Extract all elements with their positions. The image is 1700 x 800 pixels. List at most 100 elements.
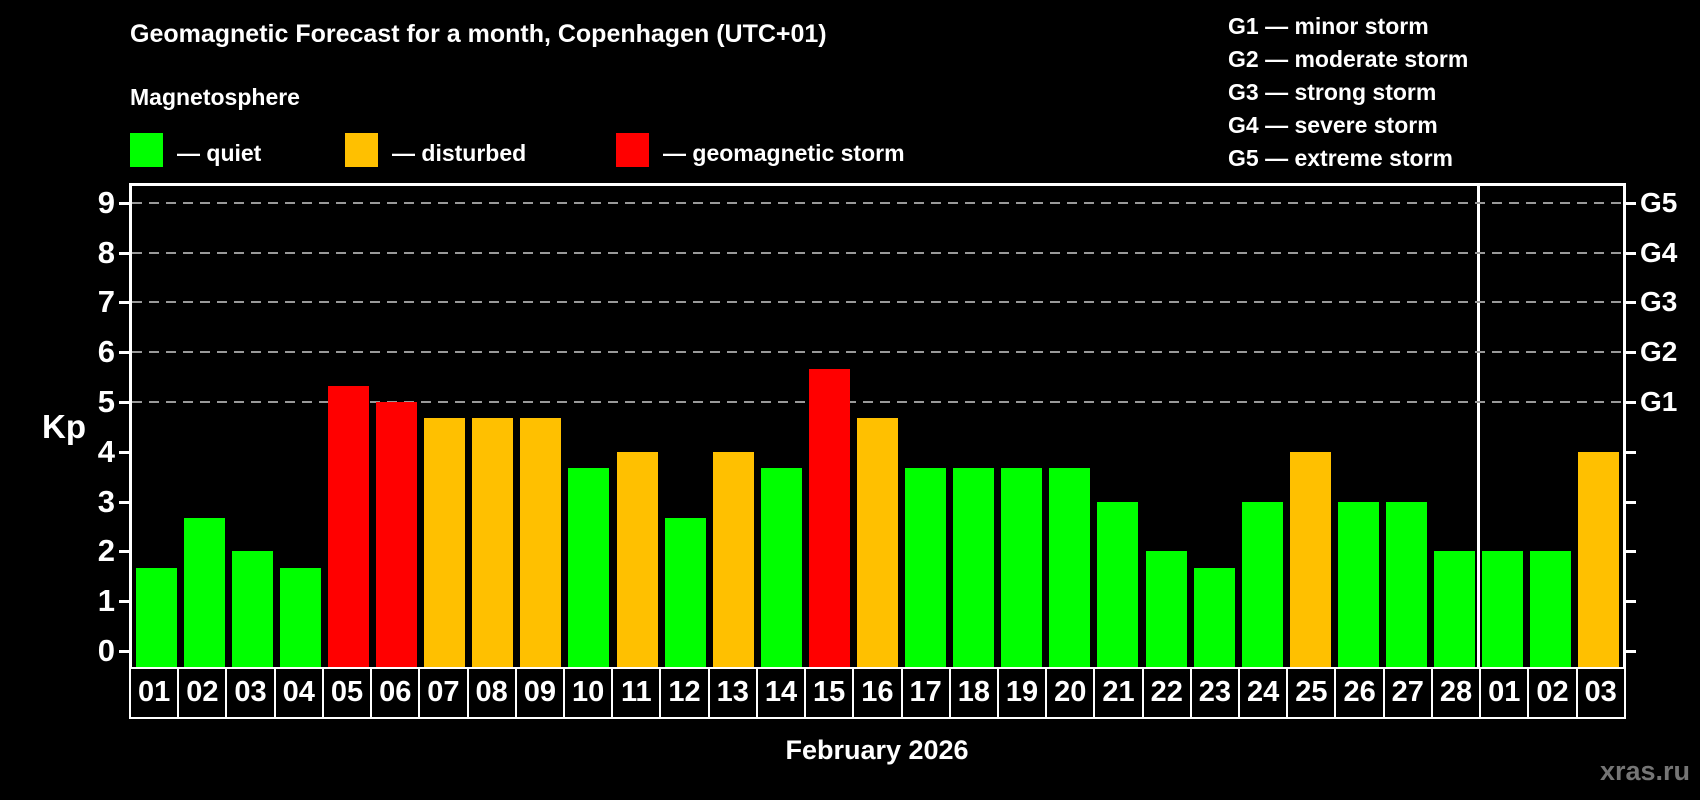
right-tick-mark-3 [1626, 500, 1636, 504]
chart-title: Geomagnetic Forecast for a month, Copenh… [130, 20, 827, 48]
y-tick-label-0: 0 [97, 633, 115, 668]
day-label-feb-01: 01 [131, 669, 178, 717]
g-level-label-g4: G4 [1640, 236, 1678, 268]
y-tick-mark-4 [119, 450, 129, 454]
y-tick-label-1: 1 [97, 583, 115, 619]
day-label-feb-12: 12 [661, 669, 708, 717]
g-scale-legend-line-3: G3 — strong storm [1228, 79, 1437, 105]
bar-day-feb-20 [1049, 468, 1091, 667]
right-tick-mark-7 [1626, 301, 1636, 305]
gridline-kp-6 [132, 351, 1623, 354]
bar-day-feb-03 [231, 551, 273, 667]
day-label-feb-06: 06 [372, 669, 419, 717]
y-tick-mark-1 [119, 600, 129, 604]
legend-label-quiet: — quiet [177, 140, 262, 166]
g-scale-legend: G1 — minor storm G2 — moderate storm G3 — … [1228, 10, 1468, 175]
bar-day-feb-24 [1241, 501, 1283, 667]
bar-day-feb-28 [1434, 551, 1476, 667]
plot-area [119, 183, 1636, 667]
bar-day-feb-19 [1001, 468, 1043, 667]
day-label-feb-14: 14 [757, 669, 805, 717]
bar-day-feb-23 [1193, 567, 1235, 667]
day-label-mar-02: 02 [1529, 669, 1576, 717]
bar-day-feb-04 [279, 567, 321, 667]
bar-day-feb-27 [1386, 501, 1428, 667]
day-label-mar-01: 01 [1481, 669, 1528, 717]
y-tick-mark-5 [119, 401, 129, 404]
bar-day-feb-21 [1097, 501, 1139, 667]
day-label-feb-28: 28 [1432, 669, 1480, 717]
day-label-feb-02: 02 [179, 669, 226, 717]
bar-day-feb-15 [808, 368, 850, 667]
bar-day-feb-13 [712, 451, 754, 667]
bar-day-feb-25 [1289, 451, 1331, 667]
bar-day-feb-05 [327, 385, 369, 667]
day-label-feb-05: 05 [323, 669, 371, 717]
g-level-label-g3: G3 [1640, 286, 1678, 318]
month-separator [1477, 183, 1481, 667]
bar-day-mar-03 [1578, 451, 1620, 667]
magnetosphere-label: Magnetosphere [130, 84, 300, 110]
legend-label-disturbed: — disturbed [392, 140, 527, 166]
bar-day-feb-17 [905, 468, 947, 667]
bar-day-feb-14 [760, 468, 802, 667]
day-label-feb-23: 23 [1191, 669, 1239, 717]
right-tick-mark-5 [1626, 401, 1636, 404]
day-label-feb-19: 19 [998, 669, 1046, 717]
day-label-feb-17: 17 [902, 669, 949, 717]
bar-day-feb-08 [472, 418, 514, 667]
g-level-label-g2: G2 [1640, 336, 1678, 368]
g-level-label-g5: G5 [1640, 186, 1678, 218]
day-label-feb-26: 26 [1336, 669, 1383, 717]
day-label-feb-18: 18 [950, 669, 997, 717]
y-tick-mark-8 [119, 251, 129, 255]
bar-day-feb-18 [953, 468, 995, 667]
bar-day-feb-09 [520, 418, 562, 667]
legend-swatch-quiet [130, 133, 163, 167]
kp-axis-label: Kp [42, 408, 86, 445]
day-label-feb-07: 07 [420, 669, 467, 717]
y-tick-mark-9 [119, 201, 129, 205]
plot-top-border [129, 183, 1626, 186]
x-axis-day-labels: 01 02 03 04 05 06 07 08 09 10 11 12 13 14 15 16 17 18 19 20… [129, 667, 1626, 719]
y-tick-label-6: 6 [97, 334, 115, 370]
bar-day-feb-11 [616, 451, 658, 667]
day-label-mar-03: 03 [1577, 669, 1624, 717]
gridline-kp-9 [132, 201, 1623, 204]
bar-day-feb-12 [664, 518, 706, 667]
day-label-feb-11: 11 [613, 669, 660, 717]
right-tick-mark-1 [1626, 600, 1636, 604]
right-tick-mark-4 [1626, 450, 1636, 454]
g-scale-legend-line-1: G1 — minor storm [1228, 13, 1429, 39]
x-axis-title: February 2026 [785, 735, 969, 765]
gridline-kp-8 [132, 251, 1623, 254]
y-tick-mark-7 [119, 301, 129, 305]
bar-day-mar-02 [1530, 551, 1572, 667]
y-tick-label-5: 5 [97, 384, 115, 419]
y-tick-mark-2 [119, 550, 129, 554]
day-label-feb-20: 20 [1047, 669, 1094, 717]
g-scale-legend-line-2: G2 — moderate storm [1228, 46, 1469, 72]
bar-day-feb-07 [424, 418, 466, 667]
right-tick-mark-9 [1626, 201, 1636, 205]
bar-day-feb-01 [135, 567, 177, 667]
legend-label-storm: — geomagnetic storm [663, 140, 905, 166]
y-tick-label-9: 9 [97, 184, 115, 220]
y-tick-mark-3 [119, 500, 129, 504]
legend-swatch-disturbed [345, 133, 378, 167]
day-label-feb-27: 27 [1384, 669, 1431, 717]
y-tick-mark-6 [119, 351, 129, 355]
bar-day-feb-10 [568, 468, 610, 667]
g-scale-legend-line-5: G5 — extreme storm [1228, 145, 1453, 171]
day-label-feb-16: 16 [854, 669, 901, 717]
day-label-feb-04: 04 [275, 669, 322, 717]
day-label-feb-22: 22 [1143, 669, 1190, 717]
right-tick-mark-8 [1626, 251, 1636, 255]
y-tick-label-8: 8 [97, 234, 115, 270]
right-tick-mark-6 [1626, 351, 1636, 355]
day-label-feb-21: 21 [1095, 669, 1142, 717]
day-label-feb-25: 25 [1288, 669, 1335, 717]
bar-day-feb-06 [376, 402, 418, 667]
day-label-feb-08: 08 [468, 669, 515, 717]
right-tick-mark-0 [1626, 650, 1636, 653]
